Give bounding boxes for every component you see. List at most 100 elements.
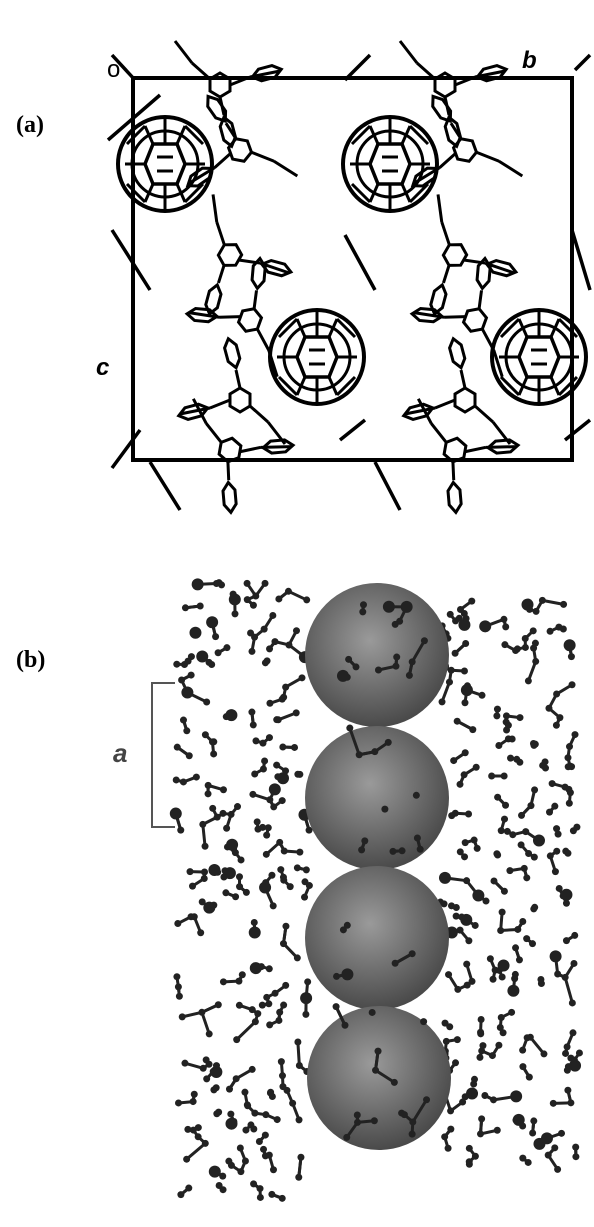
atom xyxy=(262,659,269,666)
atom xyxy=(482,898,489,905)
atom xyxy=(280,940,287,947)
atom xyxy=(286,641,293,648)
atom xyxy=(420,1018,427,1025)
atom xyxy=(302,1011,309,1018)
atom xyxy=(545,1152,552,1159)
atom xyxy=(560,892,567,899)
atom xyxy=(176,993,183,1000)
atom xyxy=(509,735,516,742)
axis-label-c: c xyxy=(96,354,109,381)
atom xyxy=(423,1096,430,1103)
atom xyxy=(228,811,235,818)
atom xyxy=(249,1006,256,1013)
atom xyxy=(494,852,501,859)
atom xyxy=(225,1158,232,1165)
atom xyxy=(337,670,349,682)
atom xyxy=(236,883,243,890)
atom xyxy=(279,1195,286,1202)
atom xyxy=(523,935,530,942)
atom xyxy=(190,1098,197,1105)
atom xyxy=(258,963,265,970)
atom xyxy=(503,712,510,719)
atom xyxy=(343,1134,350,1141)
atom xyxy=(234,803,241,810)
atom xyxy=(547,628,554,635)
atom xyxy=(280,694,287,701)
atom xyxy=(501,772,508,779)
atom xyxy=(216,579,223,586)
page: {"panel_a": {"label": "(a)", "axis_label… xyxy=(0,0,594,1227)
atom xyxy=(391,1079,398,1086)
atom xyxy=(506,867,513,874)
atom xyxy=(461,668,468,675)
atom xyxy=(293,627,300,634)
host-molecules xyxy=(108,41,590,523)
atom xyxy=(263,832,270,839)
atom xyxy=(173,776,180,783)
atom xyxy=(439,698,446,705)
atom xyxy=(502,802,509,809)
atom xyxy=(252,737,259,744)
atom xyxy=(456,615,463,622)
atom xyxy=(294,1039,301,1046)
atom xyxy=(220,978,227,985)
atom xyxy=(385,739,392,746)
atom xyxy=(490,877,497,884)
atom xyxy=(514,926,521,933)
axis-label-a: a xyxy=(113,738,127,768)
atom xyxy=(494,794,501,801)
atom xyxy=(177,1191,184,1198)
atom xyxy=(494,706,501,713)
atom xyxy=(237,1168,244,1175)
atom xyxy=(270,902,277,909)
atom xyxy=(401,601,413,613)
atom xyxy=(522,644,529,651)
atom xyxy=(282,684,289,691)
atom xyxy=(516,956,523,963)
atom xyxy=(186,752,193,759)
atom xyxy=(224,843,231,850)
atom xyxy=(401,1111,408,1118)
atom xyxy=(532,640,539,647)
atom xyxy=(360,601,367,608)
atom xyxy=(478,1047,485,1054)
atom xyxy=(479,620,491,632)
atom xyxy=(187,868,194,875)
atom xyxy=(212,633,219,640)
atom xyxy=(232,610,239,617)
atom xyxy=(287,883,294,890)
atom xyxy=(462,640,469,647)
atom xyxy=(549,780,556,787)
panel-label: (a) xyxy=(16,112,44,138)
atom xyxy=(550,950,562,962)
atom xyxy=(392,621,399,628)
atom xyxy=(252,1018,259,1025)
atom xyxy=(571,932,578,939)
atom xyxy=(238,856,245,863)
atom xyxy=(175,983,182,990)
atom xyxy=(551,803,558,810)
atom xyxy=(244,580,251,587)
atom xyxy=(193,774,200,781)
atom xyxy=(277,866,284,873)
atom xyxy=(576,1049,583,1056)
atom xyxy=(296,1062,303,1069)
atom xyxy=(250,1125,257,1132)
atom xyxy=(261,626,268,633)
atom xyxy=(448,902,455,909)
atom xyxy=(195,1133,202,1140)
atom xyxy=(499,973,506,980)
atom xyxy=(569,681,576,688)
atom xyxy=(257,1185,264,1192)
atom xyxy=(508,1009,515,1016)
atom xyxy=(550,1100,557,1107)
atom xyxy=(478,1016,485,1023)
atom xyxy=(530,627,537,634)
atom xyxy=(301,894,308,901)
atom xyxy=(214,814,221,821)
atom xyxy=(469,978,476,985)
atom xyxy=(259,1002,266,1009)
atom xyxy=(220,786,227,793)
atom xyxy=(282,982,289,989)
axis-label-b: b xyxy=(522,47,537,74)
